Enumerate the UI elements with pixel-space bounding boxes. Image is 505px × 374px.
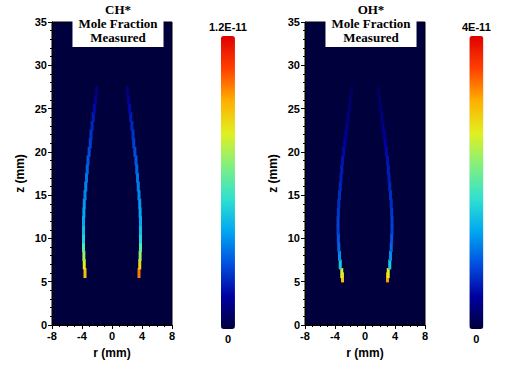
svg-text:0: 0: [362, 330, 368, 342]
svg-text:Mole Fraction: Mole Fraction: [331, 16, 411, 31]
svg-text:4: 4: [392, 330, 399, 342]
svg-text:OH*: OH*: [358, 2, 385, 17]
svg-text:0: 0: [473, 333, 479, 345]
svg-text:4: 4: [139, 330, 146, 342]
svg-text:Mole Fraction: Mole Fraction: [78, 16, 158, 31]
svg-text:20: 20: [288, 146, 300, 158]
svg-text:0: 0: [294, 319, 300, 331]
svg-text:5: 5: [294, 276, 300, 288]
svg-text:0: 0: [41, 319, 47, 331]
svg-text:5: 5: [41, 276, 47, 288]
svg-text:8: 8: [422, 330, 428, 342]
svg-text:20: 20: [35, 146, 47, 158]
svg-text:8: 8: [169, 330, 175, 342]
svg-text:35: 35: [35, 16, 47, 28]
svg-text:10: 10: [35, 232, 47, 244]
svg-text:35: 35: [288, 16, 300, 28]
svg-text:25: 25: [288, 103, 300, 115]
svg-text:CH*: CH*: [105, 2, 131, 17]
svg-text:-4: -4: [77, 330, 88, 342]
svg-text:30: 30: [35, 59, 47, 71]
svg-text:0: 0: [225, 333, 231, 345]
svg-text:0: 0: [109, 330, 115, 342]
svg-text:Measured: Measured: [90, 30, 146, 45]
svg-text:30: 30: [288, 59, 300, 71]
svg-text:10: 10: [288, 232, 300, 244]
svg-text:4E-11: 4E-11: [462, 21, 491, 33]
svg-text:z (mm): z (mm): [266, 154, 280, 193]
svg-text:15: 15: [35, 189, 47, 201]
svg-text:15: 15: [288, 189, 300, 201]
svg-text:z (mm): z (mm): [13, 154, 27, 193]
svg-text:25: 25: [35, 103, 47, 115]
svg-text:r (mm): r (mm): [93, 346, 130, 360]
svg-text:-4: -4: [330, 330, 341, 342]
svg-text:-8: -8: [300, 330, 310, 342]
svg-text:1.2E-11: 1.2E-11: [209, 21, 247, 33]
svg-text:-8: -8: [47, 330, 57, 342]
svg-text:Measured: Measured: [343, 30, 399, 45]
svg-text:r (mm): r (mm): [346, 346, 383, 360]
